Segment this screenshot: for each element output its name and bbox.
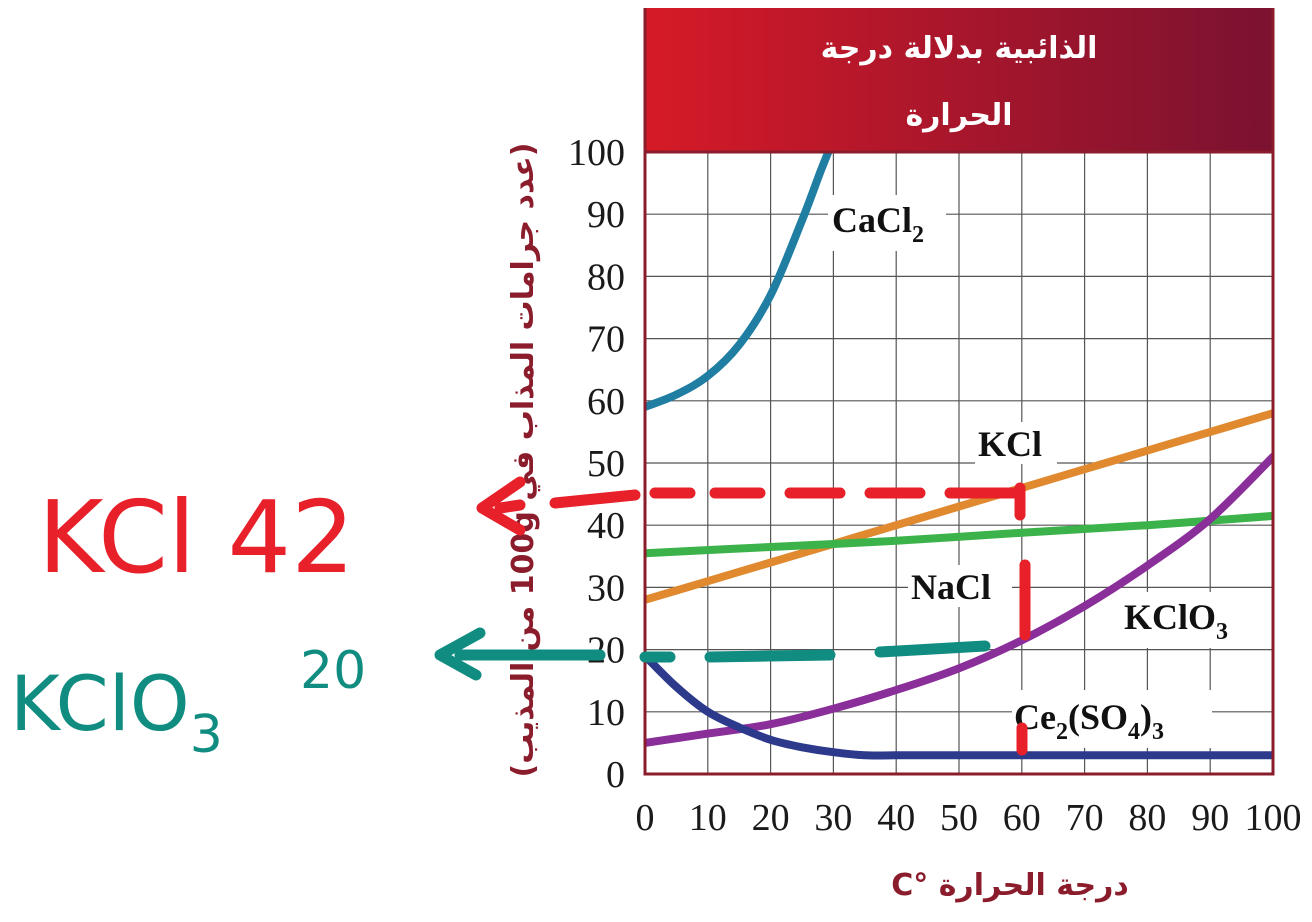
y-tick-label-100: 100 xyxy=(568,132,625,174)
series-line-kclo3 xyxy=(645,452,1273,747)
chart-title-line2: الحرارة xyxy=(905,98,1012,133)
annotation-kcl-arrowhead xyxy=(476,476,526,536)
series-label-ce2so43: Ce2(SO4)3 xyxy=(1012,690,1212,748)
x-tick-labels: 0 10 20 30 40 50 60 70 80 90 100 xyxy=(636,797,1302,839)
x-tick-label-60: 60 xyxy=(1003,797,1041,839)
x-tick-label-50: 50 xyxy=(940,797,978,839)
chart-title-line1: الذائبية بدلالة درجة xyxy=(821,31,1098,66)
y-tick-label-40: 40 xyxy=(587,505,625,547)
x-tick-label-10: 10 xyxy=(689,797,727,839)
x-tick-label-30: 30 xyxy=(814,797,852,839)
x-tick-label-20: 20 xyxy=(752,797,790,839)
annotation-kclo3-arrowhead xyxy=(434,627,486,681)
grid xyxy=(644,151,1274,775)
svg-text:KCl: KCl xyxy=(978,424,1042,464)
x-tick-label-90: 90 xyxy=(1191,797,1229,839)
series-label-kclo3: KClO3 xyxy=(1120,592,1248,648)
x-tick-label-40: 40 xyxy=(877,797,915,839)
annotation-kclo3-red-marks xyxy=(1016,559,1031,756)
series-label-kcl: KCl xyxy=(975,422,1057,464)
title-bar xyxy=(645,8,1273,152)
x-tick-label-100: 100 xyxy=(1245,797,1302,839)
x-tick-label-0: 0 xyxy=(636,797,655,839)
annotation-kclo3-value: 20 xyxy=(300,641,366,701)
annotation-kclo3-reading: KClO3 20 xyxy=(10,559,1031,765)
annotation-kclo3-text: KClO3 xyxy=(10,659,223,765)
annotation-kclo3-dashed-arrow xyxy=(454,640,991,663)
series-line-nacl xyxy=(645,511,1273,558)
x-tick-label-80: 80 xyxy=(1128,797,1166,839)
series-label-nacl: NaCl xyxy=(908,565,1012,607)
annotation-kcl-dashed-arrow xyxy=(494,482,1026,521)
y-tick-label-80: 80 xyxy=(587,256,625,298)
y-axis-title: (عدد جرامات المذاب في 100g من المذيب) xyxy=(506,143,541,778)
y-tick-label-90: 90 xyxy=(587,194,625,236)
x-tick-label-70: 70 xyxy=(1066,797,1104,839)
series-label-cacl2: CaCl2 xyxy=(828,195,946,251)
series-line-ce2so43 xyxy=(645,651,1273,760)
y-tick-label-0: 0 xyxy=(606,754,625,796)
y-tick-label-70: 70 xyxy=(587,319,625,361)
series-lines xyxy=(645,152,1273,760)
series-line-kcl xyxy=(645,409,1273,604)
svg-text:NaCl: NaCl xyxy=(911,567,991,607)
y-tick-label-10: 10 xyxy=(587,692,625,734)
svg-text:CaCl2: CaCl2 xyxy=(832,200,924,248)
series-line-cacl2 xyxy=(645,152,833,411)
y-tick-label-30: 30 xyxy=(587,567,625,609)
svg-text:Ce2(SO4)3: Ce2(SO4)3 xyxy=(1014,697,1164,745)
plot-frame xyxy=(643,8,1275,776)
annotation-kcl-text: KCl 42 xyxy=(38,479,355,596)
x-axis-title: درجة الحرارة °C xyxy=(891,868,1129,903)
y-tick-label-60: 60 xyxy=(587,381,625,423)
annotation-kcl-reading: KCl 42 xyxy=(38,476,1026,596)
y-tick-label-50: 50 xyxy=(587,443,625,485)
svg-text:KClO3: KClO3 xyxy=(1124,597,1228,645)
